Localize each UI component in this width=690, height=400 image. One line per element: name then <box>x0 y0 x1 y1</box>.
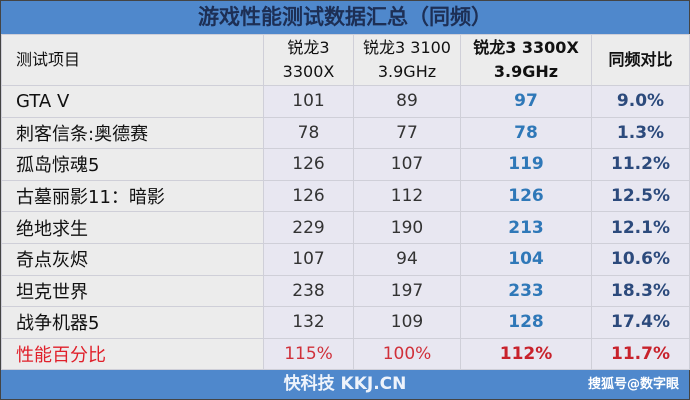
cell: 238 <box>263 274 354 308</box>
cell: 78 <box>460 116 592 150</box>
cell: 128 <box>460 306 592 339</box>
row-label: 孤岛惊魂5 <box>1 148 264 181</box>
watermark: 搜狐号@数字眼 <box>587 377 679 392</box>
cell: 77 <box>353 116 461 150</box>
cell: 12.5% <box>591 179 690 213</box>
cell: 112% <box>460 337 592 371</box>
cell: 126 <box>263 148 354 181</box>
table-row: 战争机器5 132 109 128 17.4% <box>1 306 690 339</box>
table-row: 刺客信条:奥德赛 78 77 78 1.3% <box>1 116 690 150</box>
row-label: GTA V <box>1 85 264 118</box>
cell: 197 <box>353 274 461 308</box>
cell: 112 <box>353 179 461 213</box>
source-label: 快科技 KKJ.CN <box>283 374 407 394</box>
cell: 100% <box>353 337 461 371</box>
cell: 104 <box>460 242 592 276</box>
table-row: 绝地求生 229 190 213 12.1% <box>1 211 690 244</box>
cell: 17.4% <box>591 306 690 339</box>
row-label: 测试项目 <box>1 34 264 86</box>
row-label: 坦克世界 <box>1 274 264 308</box>
cell: 9.0% <box>591 85 690 118</box>
row-label: 性能百分比 <box>1 337 264 371</box>
cell: 锐龙3 3300X <box>263 34 354 86</box>
cell: 94 <box>353 242 461 276</box>
table-row: 奇点灰烬 107 94 104 10.6% <box>1 242 690 276</box>
table-row: 坦克世界 238 197 233 18.3% <box>1 274 690 308</box>
cell: 锐龙3 3300X 3.9GHz <box>460 34 592 86</box>
row-label: 奇点灰烬 <box>1 242 264 276</box>
footer-banner: 快科技 KKJ.CN 搜狐号@数字眼 <box>1 370 689 399</box>
cell: 18.3% <box>591 274 690 308</box>
cell: 1.3% <box>591 116 690 150</box>
table-row: 古墓丽影11：暗影 126 112 126 12.5% <box>1 179 690 213</box>
cell: 109 <box>353 306 461 339</box>
row-label: 绝地求生 <box>1 211 264 244</box>
cell: 107 <box>263 242 354 276</box>
cell: 101 <box>263 85 354 118</box>
cell: 115% <box>263 337 354 371</box>
cell: 11.2% <box>591 148 690 181</box>
cell: 233 <box>460 274 592 308</box>
cell: 锐龙3 3100 3.9GHz <box>353 34 461 86</box>
row-label: 古墓丽影11：暗影 <box>1 179 264 213</box>
cell: 107 <box>353 148 461 181</box>
header-row: 测试项目 锐龙3 3300X 锐龙3 3100 3.9GHz 锐龙3 3300X 3.9GH… <box>1 34 690 86</box>
row-label: 刺客信条:奥德赛 <box>1 116 264 150</box>
cell: 126 <box>460 179 592 213</box>
cell: 97 <box>460 85 592 118</box>
cell: 10.6% <box>591 242 690 276</box>
cell: 132 <box>263 306 354 339</box>
cell: 190 <box>353 211 461 244</box>
cell: 同频对比 <box>591 34 690 86</box>
cell: 89 <box>353 85 461 118</box>
summary-row: 性能百分比 115% 100% 112% 11.7% <box>1 337 690 371</box>
table-row: 孤岛惊魂5 126 107 119 11.2% <box>1 148 690 181</box>
cell: 78 <box>263 116 354 150</box>
table-row: GTA V 101 89 97 9.0% <box>1 85 690 118</box>
cell: 12.1% <box>591 211 690 244</box>
cell: 229 <box>263 211 354 244</box>
cell: 213 <box>460 211 592 244</box>
cell: 126 <box>263 179 354 213</box>
row-label: 战争机器5 <box>1 306 264 339</box>
cell: 11.7% <box>591 337 690 371</box>
cell: 119 <box>460 148 592 181</box>
data-table: 测试项目 锐龙3 3300X 锐龙3 3100 3.9GHz 锐龙3 3300X 3.9GH… <box>1 34 690 371</box>
table-title: 游戏性能测试数据汇总（同频） <box>1 1 689 34</box>
